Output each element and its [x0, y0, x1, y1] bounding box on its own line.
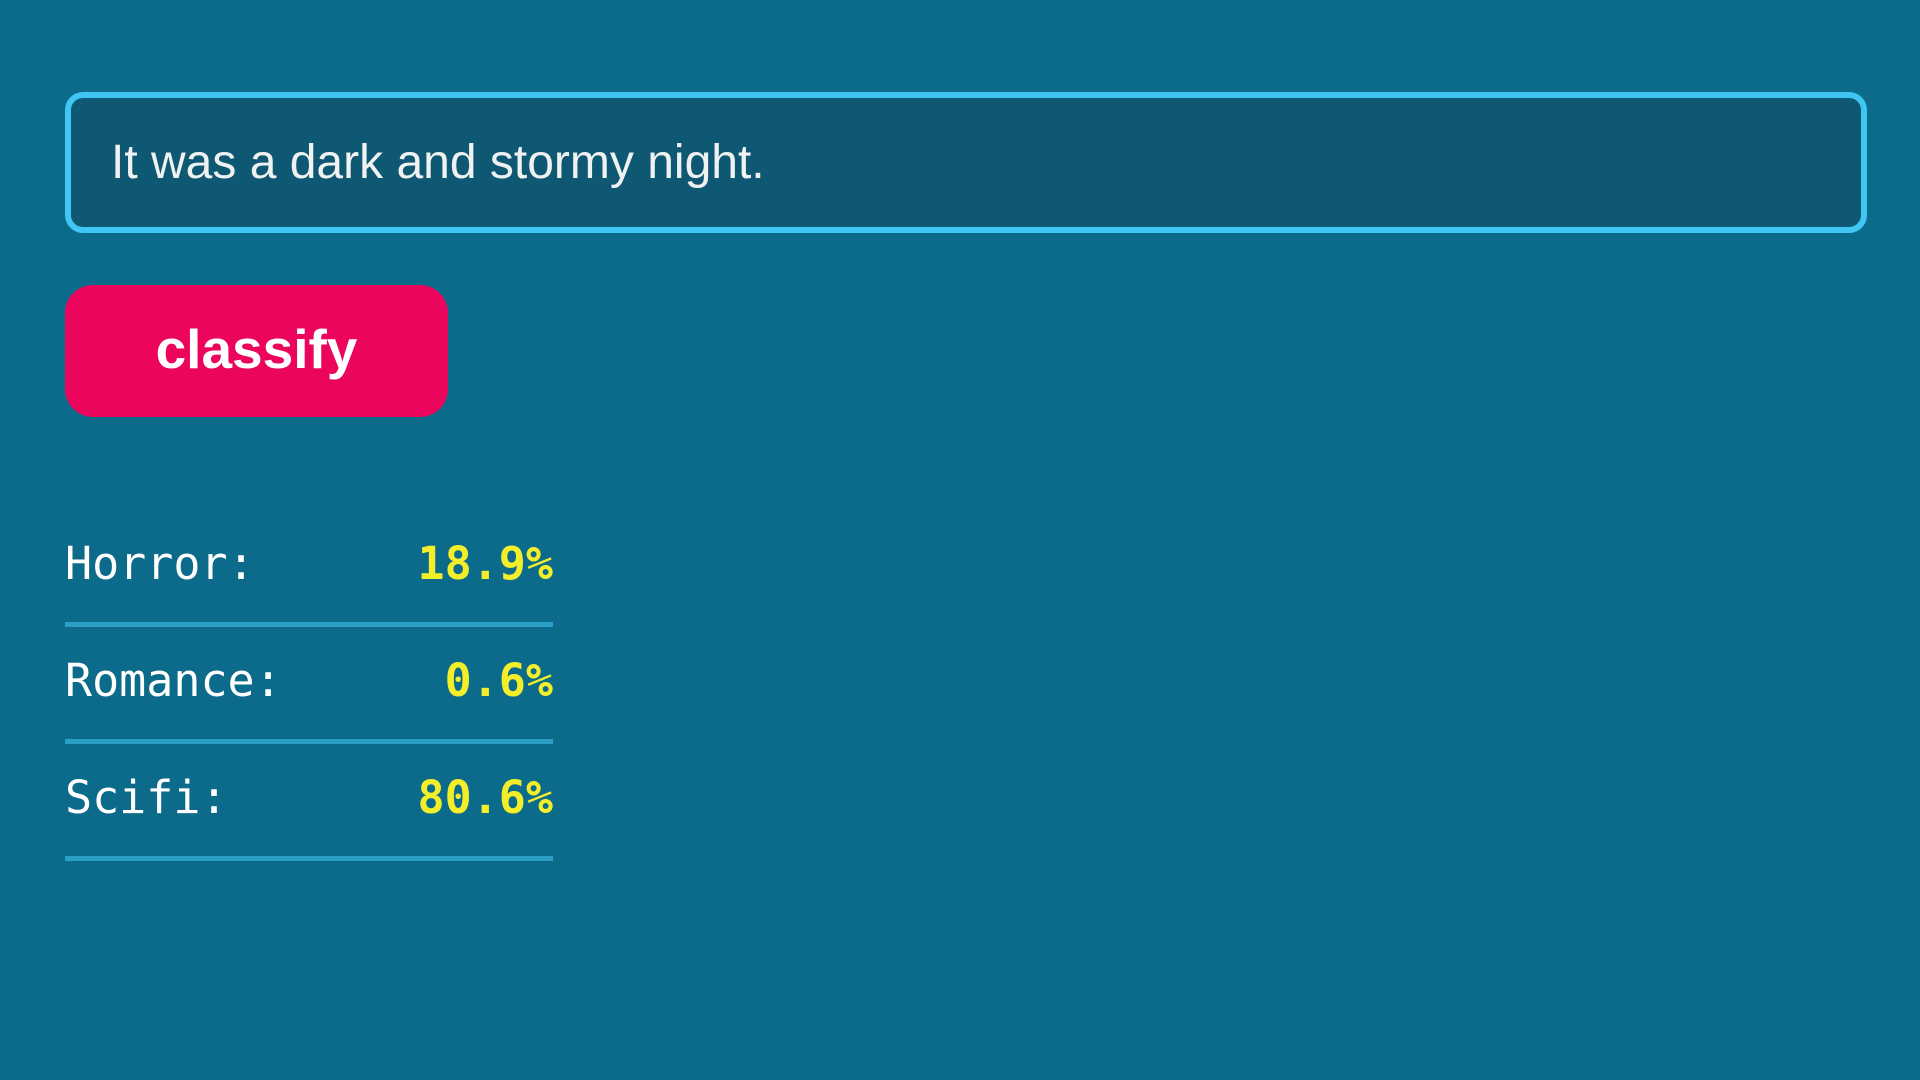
genre-label: Horror: — [65, 537, 255, 590]
genre-label: Scifi: — [65, 771, 228, 824]
result-row: Scifi: 80.6% — [65, 744, 553, 861]
results-list: Horror: 18.9% Romance: 0.6% Scifi: 80.6% — [65, 538, 553, 861]
genre-probability: 0.6% — [444, 654, 553, 707]
genre-probability: 80.6% — [417, 771, 553, 824]
sentence-input[interactable] — [111, 135, 1821, 190]
result-row: Horror: 18.9% — [65, 538, 553, 627]
genre-probability: 18.9% — [417, 537, 553, 590]
genre-label: Romance: — [65, 654, 282, 707]
sentence-input-container — [65, 92, 1867, 233]
classify-button[interactable]: classify — [65, 285, 448, 417]
result-row: Romance: 0.6% — [65, 627, 553, 744]
